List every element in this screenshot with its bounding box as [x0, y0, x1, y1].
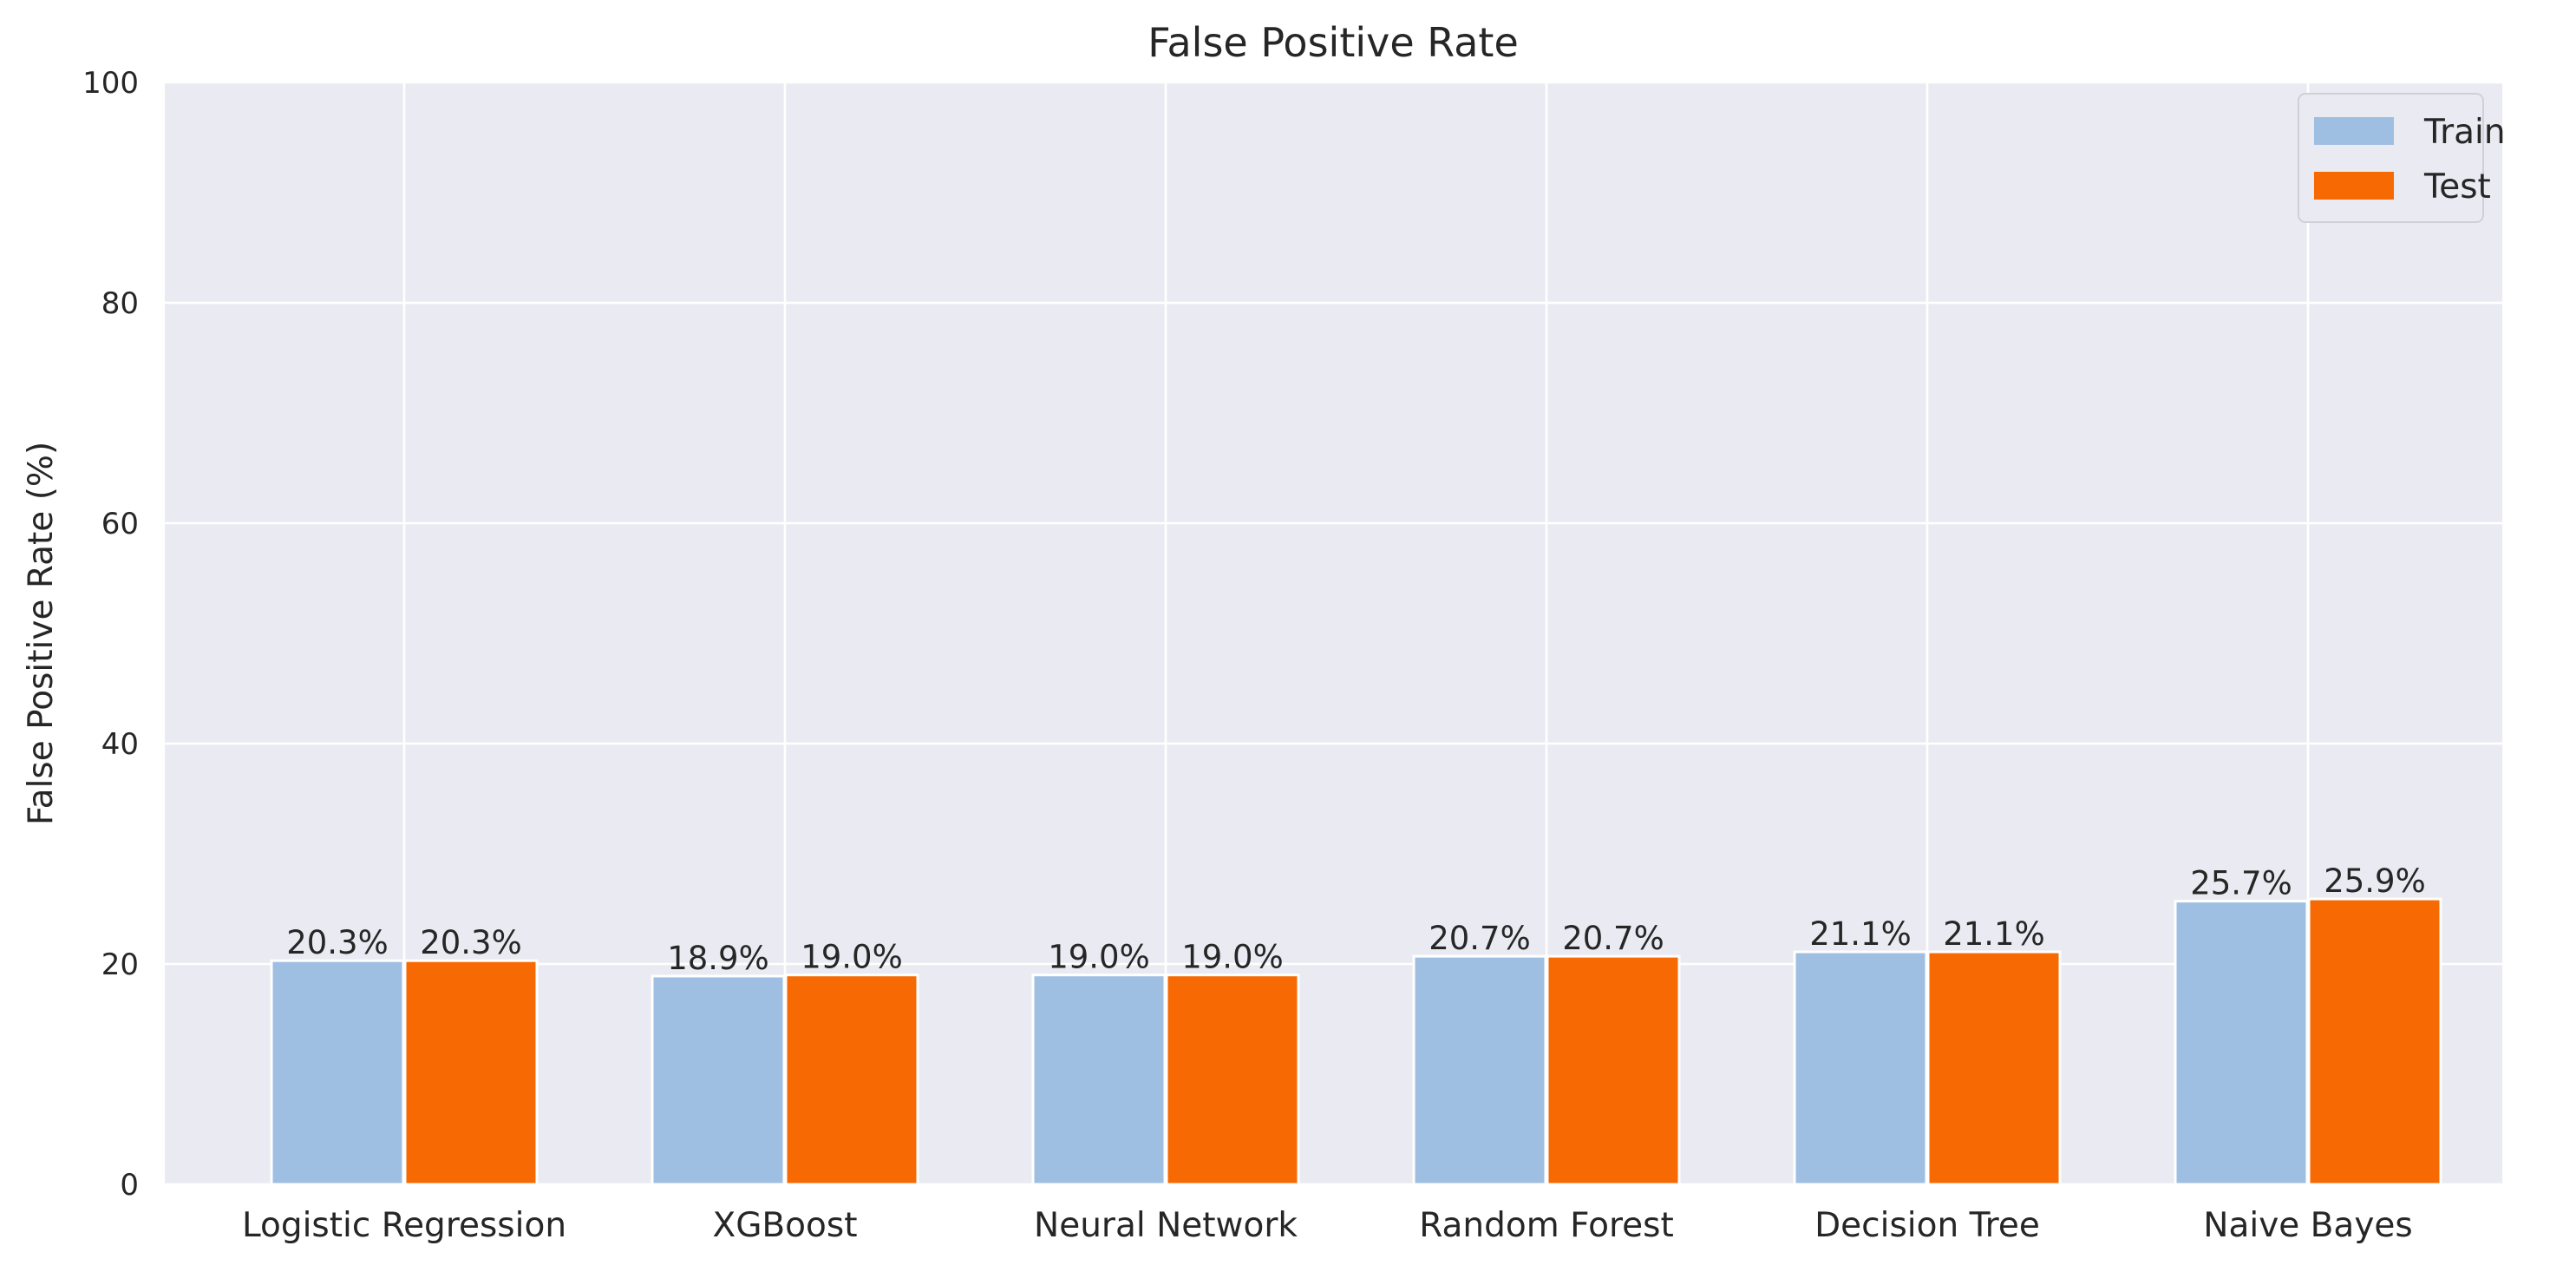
bar-test-neural-network — [1165, 974, 1300, 1186]
y-tick-label: 100 — [82, 66, 139, 101]
y-axis-ticks: 0 20 40 60 80 100 — [82, 66, 139, 1203]
bar-test-decision-tree — [1926, 950, 2062, 1186]
legend-swatch-test — [2314, 172, 2394, 200]
bar-train-logistic-regression — [270, 959, 405, 1186]
bar-train-random-forest — [1412, 954, 1547, 1186]
bar-train-neural-network — [1031, 974, 1167, 1186]
y-tick-label: 40 — [101, 727, 139, 762]
data-label-test-xgboost: 19.0% — [801, 939, 903, 976]
bar-test-logistic-regression — [403, 959, 539, 1186]
legend-swatch-train — [2314, 117, 2394, 145]
plot-background — [165, 82, 2502, 1184]
data-label-test-decision-tree: 21.1% — [1943, 915, 2045, 953]
data-label-train-neural-network: 19.0% — [1048, 939, 1150, 976]
y-tick-label: 60 — [101, 507, 139, 541]
x-axis-categories: Logistic Regression XGBoost Neural Network… — [242, 1206, 2413, 1245]
data-label-train-naive-bayes: 25.7% — [2190, 865, 2292, 902]
bar-test-xgboost — [784, 974, 919, 1186]
data-label-train-logistic-regression: 20.3% — [286, 924, 389, 961]
data-label-train-xgboost: 18.9% — [667, 940, 769, 977]
x-category-label-decision-tree: Decision Tree — [1814, 1206, 2040, 1245]
x-category-label-logistic-regression: Logistic Regression — [242, 1206, 566, 1245]
legend-label-train: Train — [2423, 113, 2506, 152]
data-label-train-random-forest: 20.7% — [1429, 920, 1531, 957]
bar-test-naive-bayes — [2307, 897, 2442, 1186]
x-category-label-naive-bayes: Naive Bayes — [2203, 1206, 2412, 1245]
x-category-label-neural-network: Neural Network — [1034, 1206, 1298, 1245]
y-tick-label: 20 — [101, 947, 139, 982]
data-label-test-naive-bayes: 25.9% — [2324, 862, 2426, 900]
data-label-test-logistic-regression: 20.3% — [420, 924, 522, 961]
data-label-test-random-forest: 20.7% — [1562, 920, 1664, 957]
bar-test-random-forest — [1546, 954, 1681, 1186]
legend-label-test: Test — [2423, 167, 2491, 207]
data-labels: 20.3% 20.3% 18.9% 19.0% 19.0% 19.0% 20.7% 20.7%… — [286, 862, 2426, 977]
bars — [270, 897, 2442, 1186]
bar-train-xgboost — [651, 974, 786, 1186]
data-label-train-decision-tree: 21.1% — [1809, 915, 1912, 953]
bar-train-naive-bayes — [2174, 900, 2309, 1186]
legend: Train Test — [2298, 93, 2506, 223]
bar-train-decision-tree — [1793, 950, 1928, 1186]
y-axis-label: False Positive Rate (%) — [22, 442, 61, 825]
y-tick-label: 80 — [101, 286, 139, 321]
x-category-label-xgboost: XGBoost — [712, 1206, 857, 1245]
chart-title: False Positive Rate — [1147, 19, 1519, 66]
data-label-test-neural-network: 19.0% — [1181, 939, 1284, 976]
x-category-label-random-forest: Random Forest — [1419, 1206, 1674, 1245]
y-tick-label: 0 — [120, 1168, 139, 1203]
